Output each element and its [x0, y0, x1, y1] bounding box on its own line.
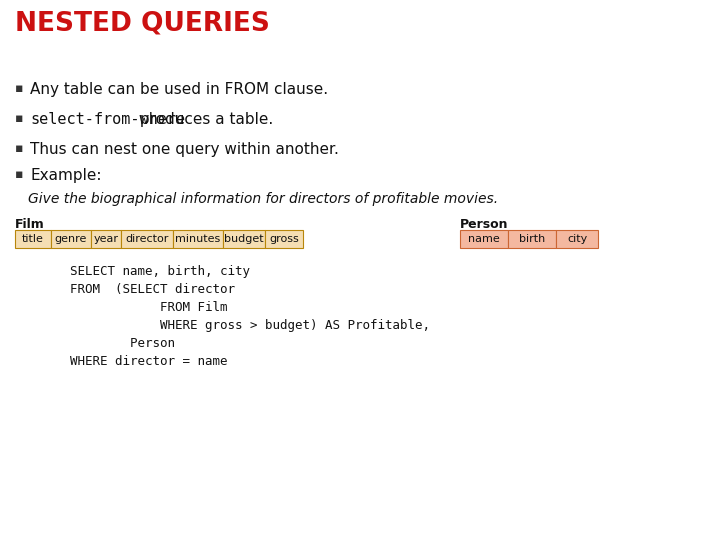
Text: 11: 11 — [703, 514, 713, 530]
Text: WHERE director = name: WHERE director = name — [70, 355, 228, 368]
Text: birth: birth — [519, 234, 545, 244]
Text: ▪: ▪ — [15, 112, 24, 125]
Text: city: city — [567, 234, 587, 244]
Text: gross: gross — [269, 234, 299, 244]
Text: director: director — [125, 234, 168, 244]
Text: budget: budget — [224, 234, 264, 244]
Text: Example:: Example: — [30, 168, 102, 183]
Text: FROM Film: FROM Film — [70, 301, 228, 314]
Text: select-from-where: select-from-where — [30, 112, 185, 127]
Text: genre: genre — [55, 234, 87, 244]
Text: ▪: ▪ — [15, 82, 24, 95]
Text: FROM  (SELECT director: FROM (SELECT director — [70, 283, 235, 296]
Text: name: name — [468, 234, 500, 244]
Text: ▪: ▪ — [15, 142, 24, 155]
Text: year: year — [94, 234, 119, 244]
Text: title: title — [22, 234, 44, 244]
Text: Thus can nest one query within another.: Thus can nest one query within another. — [30, 142, 339, 157]
Text: SELECT name, birth, city: SELECT name, birth, city — [70, 265, 250, 278]
Text: ▪: ▪ — [15, 168, 24, 181]
Text: Film: Film — [15, 218, 45, 231]
Text: NESTED QUERIES: NESTED QUERIES — [15, 10, 270, 36]
Text: Person: Person — [70, 337, 175, 350]
Text: produces a table.: produces a table. — [135, 112, 274, 127]
Text: Give the biographical information for directors of profitable movies.: Give the biographical information for di… — [28, 192, 498, 206]
Text: Any table can be used in FROM clause.: Any table can be used in FROM clause. — [30, 82, 328, 97]
Text: minutes: minutes — [176, 234, 220, 244]
Text: WHERE gross > budget) AS Profitable,: WHERE gross > budget) AS Profitable, — [70, 319, 430, 332]
Text: Person: Person — [460, 218, 508, 231]
